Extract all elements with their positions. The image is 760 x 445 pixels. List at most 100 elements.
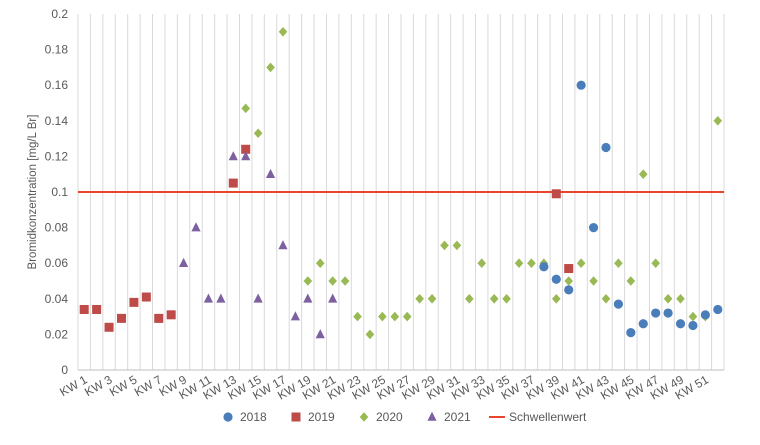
data-point-2020 — [266, 62, 275, 73]
legend-item-threshold: Schwellenwert — [489, 410, 587, 424]
data-point-2020 — [527, 258, 536, 268]
data-point-2020 — [440, 240, 449, 251]
data-point-2020 — [614, 258, 623, 268]
data-point-2020 — [564, 276, 574, 286]
legend-label: 2021 — [444, 410, 471, 424]
data-point-2020 — [241, 103, 251, 114]
data-point-2020 — [253, 128, 263, 139]
y-tick-label: 0.18 — [45, 43, 69, 57]
data-point-2019 — [166, 310, 176, 320]
data-point-2019 — [92, 304, 102, 314]
data-point-2018 — [713, 304, 723, 315]
data-point-2021 — [303, 293, 313, 303]
y-tick-label: 0.08 — [45, 221, 69, 235]
data-point-2020 — [278, 27, 288, 37]
data-point-2020 — [402, 311, 412, 322]
data-point-2019 — [141, 292, 151, 302]
data-point-2018 — [601, 142, 611, 153]
legend-marker-2019 — [291, 412, 301, 422]
data-point-2019 — [564, 264, 574, 274]
data-point-2021 — [265, 168, 276, 178]
legend-label: 2020 — [376, 410, 403, 424]
data-point-2018 — [539, 262, 549, 272]
legend-marker-2018 — [223, 412, 233, 422]
data-point-2020 — [315, 258, 325, 268]
data-point-2021 — [241, 151, 251, 161]
data-point-2020 — [340, 276, 350, 286]
data-point-2018 — [675, 319, 686, 329]
legend-item-2019: 2019 — [291, 410, 335, 424]
data-point-2020 — [452, 240, 462, 251]
data-point-2018 — [651, 308, 661, 318]
data-point-2021 — [328, 293, 338, 303]
data-point-2020 — [427, 294, 437, 304]
data-point-2020 — [676, 294, 685, 304]
data-point-2019 — [228, 178, 238, 188]
y-tick-label: 0.1 — [51, 185, 68, 199]
data-point-2020 — [651, 258, 660, 268]
data-point-2019 — [551, 189, 561, 199]
data-point-2021 — [253, 293, 263, 303]
y-tick-label: 0.2 — [51, 7, 68, 21]
data-point-2018 — [700, 310, 710, 320]
data-point-2018 — [688, 320, 698, 331]
data-point-2021 — [178, 257, 189, 267]
data-point-2020 — [688, 311, 698, 322]
data-point-2020 — [378, 311, 387, 322]
data-point-2019 — [104, 322, 114, 332]
data-point-2018 — [551, 274, 561, 284]
y-tick-label: 0.14 — [45, 114, 69, 128]
data-point-2021 — [203, 293, 214, 303]
data-point-2019 — [79, 304, 89, 314]
data-point-2019 — [116, 313, 126, 323]
legend-label: 2019 — [308, 410, 335, 424]
axis-layer: 00.020.040.060.080.10.120.140.160.180.2K… — [45, 7, 724, 403]
data-point-2021 — [216, 293, 226, 303]
y-tick-label: 0.02 — [45, 327, 69, 341]
data-point-2021 — [290, 311, 301, 321]
data-point-2018 — [576, 80, 586, 90]
y-tick-label: 0.12 — [45, 149, 69, 163]
data-point-2021 — [278, 240, 288, 250]
data-point-2020 — [551, 294, 561, 304]
data-point-2020 — [489, 294, 499, 304]
data-point-2019 — [129, 297, 139, 307]
y-tick-label: 0 — [61, 363, 68, 377]
data-point-2020 — [465, 294, 474, 304]
data-point-2019 — [241, 144, 251, 154]
data-point-2018 — [564, 285, 574, 295]
data-point-2020 — [415, 294, 424, 304]
data-point-2020 — [638, 169, 648, 179]
legend-label: Schwellenwert — [509, 410, 587, 424]
points-layer — [79, 27, 723, 340]
legend-item-2018: 2018 — [223, 410, 267, 424]
data-point-2020 — [353, 311, 362, 322]
data-point-2021 — [191, 222, 201, 232]
legend-marker-2021 — [427, 411, 437, 421]
data-point-2020 — [514, 258, 524, 268]
data-point-2020 — [477, 258, 487, 268]
data-point-2020 — [713, 116, 723, 126]
legend-marker-2020 — [359, 412, 369, 422]
data-point-2019 — [154, 313, 164, 323]
y-tick-label: 0.16 — [45, 78, 69, 92]
data-point-2020 — [303, 276, 313, 286]
data-point-2018 — [613, 299, 624, 309]
data-point-2020 — [589, 276, 598, 286]
data-point-2018 — [638, 319, 648, 329]
data-point-2020 — [390, 311, 400, 322]
data-point-2020 — [328, 276, 337, 286]
data-point-2018 — [663, 308, 673, 318]
y-axis-title: Bromidkonzentration [mg/L Br] — [27, 115, 39, 270]
data-point-2021 — [315, 329, 325, 339]
y-tick-label: 0.06 — [45, 256, 69, 270]
data-point-2018 — [626, 328, 636, 338]
data-point-2020 — [365, 329, 375, 340]
data-point-2020 — [663, 294, 673, 304]
data-point-2020 — [502, 294, 511, 304]
data-point-2020 — [601, 294, 611, 304]
y-tick-label: 0.04 — [45, 292, 69, 306]
legend-label: 2018 — [240, 410, 267, 424]
